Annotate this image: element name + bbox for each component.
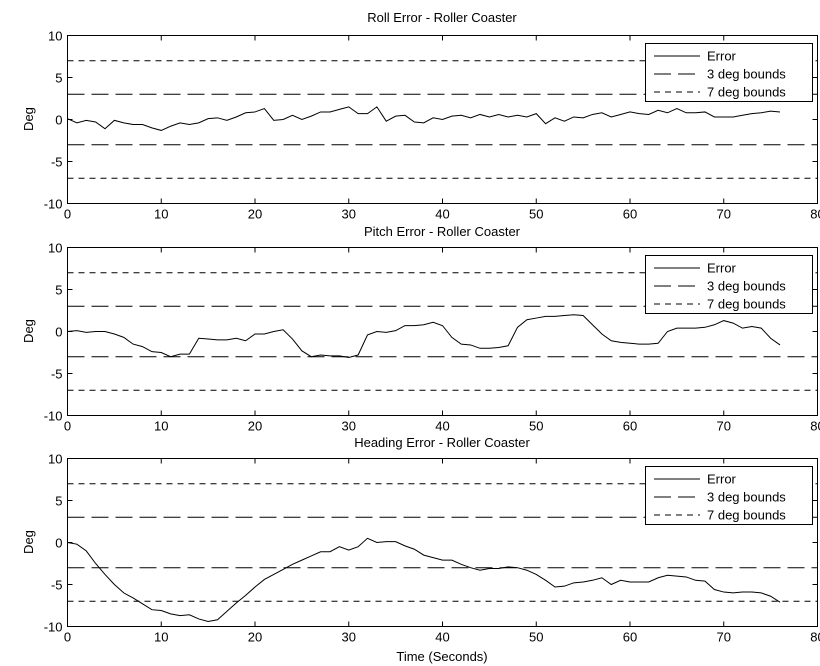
legend-label-error: Error	[707, 261, 737, 276]
x-tick-label: 80	[810, 419, 820, 434]
x-tick-label: 40	[435, 419, 449, 434]
y-tick-label: 0	[55, 113, 62, 128]
legend-label-3deg-bounds: 3 deg bounds	[707, 279, 786, 294]
heading-error-chart: Heading Error - Roller Coaster Deg 0 10 20…	[21, 435, 820, 664]
legend-label-error: Error	[707, 472, 737, 487]
axis-ticks: 0 10 20 30 40 50 60 70 80 -10 -5 0 5 10	[44, 29, 820, 222]
legend-label-7deg-bounds: 7 deg bounds	[707, 85, 786, 100]
roll-error-chart: Roll Error - Roller Coaster Deg 0 10 20 30 4…	[21, 10, 820, 222]
x-tick-label: 70	[717, 207, 731, 222]
x-axis-label: Time (Seconds)	[396, 649, 487, 664]
y-tick-label: -5	[51, 578, 63, 593]
pitch-error-chart: Pitch Error - Roller Coaster Deg 0 10 20 30…	[21, 224, 820, 434]
legend: Error 3 deg bounds 7 deg bounds	[645, 255, 813, 314]
y-tick-label: 0	[55, 325, 62, 340]
x-tick-label: 20	[248, 630, 262, 645]
legend-box	[645, 43, 813, 102]
y-tick-label: 10	[48, 452, 62, 467]
x-tick-label: 0	[64, 419, 71, 434]
x-tick-label: 10	[154, 207, 168, 222]
x-tick-label: 80	[810, 630, 820, 645]
chart-title: Roll Error - Roller Coaster	[367, 10, 517, 25]
y-tick-label: -10	[44, 620, 63, 635]
axis-ticks: 0 10 20 30 40 50 60 70 80 -10 -5 0 5 10	[44, 452, 820, 645]
error-series-line	[67, 106, 781, 131]
x-tick-label: 80	[810, 207, 820, 222]
legend-label-7deg-bounds: 7 deg bounds	[707, 297, 786, 312]
x-tick-label: 40	[435, 207, 449, 222]
y-tick-label: 5	[55, 283, 62, 298]
legend: Error 3 deg bounds 7 deg bounds	[645, 466, 813, 525]
legend-label-7deg-bounds: 7 deg bounds	[707, 508, 786, 523]
x-tick-label: 10	[154, 630, 168, 645]
x-tick-label: 60	[623, 207, 637, 222]
y-tick-label: -5	[51, 155, 63, 170]
x-tick-label: 10	[154, 419, 168, 434]
legend-label-3deg-bounds: 3 deg bounds	[707, 67, 786, 82]
x-tick-label: 50	[529, 419, 543, 434]
chart-title: Pitch Error - Roller Coaster	[364, 224, 521, 239]
legend-box	[645, 466, 813, 525]
y-tick-label: 10	[48, 29, 62, 44]
x-tick-label: 30	[342, 207, 356, 222]
y-tick-label: -5	[51, 367, 63, 382]
x-tick-label: 50	[529, 630, 543, 645]
legend-label-3deg-bounds: 3 deg bounds	[707, 490, 786, 505]
x-tick-label: 0	[64, 207, 71, 222]
legend: Error 3 deg bounds 7 deg bounds	[645, 43, 813, 102]
x-tick-label: 70	[717, 419, 731, 434]
x-tick-label: 60	[623, 419, 637, 434]
x-tick-label: 50	[529, 207, 543, 222]
legend-label-error: Error	[707, 49, 737, 64]
y-tick-label: 0	[55, 536, 62, 551]
y-tick-label: -10	[44, 197, 63, 212]
legend-box	[645, 255, 813, 314]
x-tick-label: 40	[435, 630, 449, 645]
y-tick-label: 5	[55, 494, 62, 509]
x-tick-label: 30	[342, 630, 356, 645]
y-tick-label: 5	[55, 71, 62, 86]
y-tick-label: -10	[44, 409, 63, 424]
axis-ticks: 0 10 20 30 40 50 60 70 80 -10 -5 0 5 10	[44, 241, 820, 434]
x-tick-label: 20	[248, 207, 262, 222]
y-axis-label: Deg	[21, 530, 36, 554]
x-tick-label: 30	[342, 419, 356, 434]
x-tick-label: 20	[248, 419, 262, 434]
chart-title: Heading Error - Roller Coaster	[354, 435, 530, 450]
y-axis-label: Deg	[21, 107, 36, 131]
plot-lines	[67, 272, 818, 391]
error-series-line	[67, 314, 781, 359]
x-tick-label: 70	[717, 630, 731, 645]
x-tick-label: 60	[623, 630, 637, 645]
error-series-line	[67, 537, 781, 622]
y-axis-label: Deg	[21, 319, 36, 343]
y-tick-label: 10	[48, 241, 62, 256]
x-tick-label: 0	[64, 630, 71, 645]
